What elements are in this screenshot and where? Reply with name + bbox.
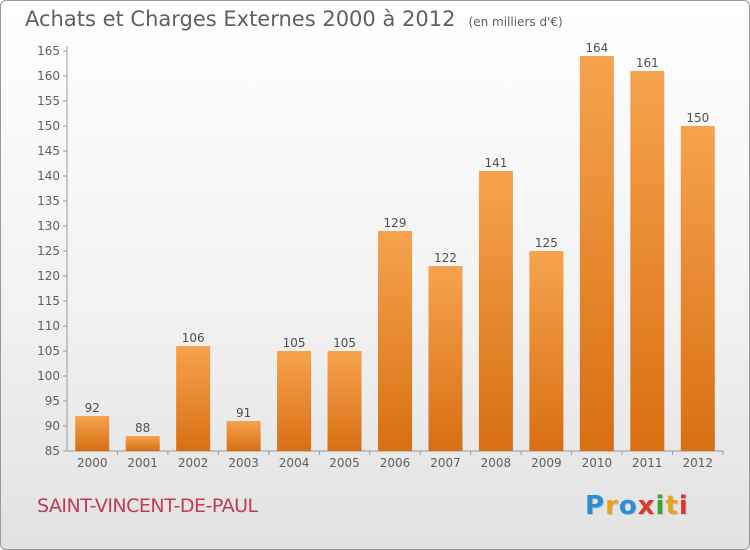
- x-tick-label: 2000: [77, 456, 108, 470]
- data-label: 141: [484, 156, 507, 170]
- bar: [277, 351, 312, 451]
- data-label: 105: [283, 336, 306, 350]
- bar: [428, 266, 463, 451]
- y-tick-label: 145: [37, 144, 60, 158]
- x-tick-label: 2010: [582, 456, 613, 470]
- y-tick-label: 155: [37, 94, 60, 108]
- unit-text: (en milliers d'€): [468, 15, 563, 29]
- logo-letter: r: [605, 491, 619, 521]
- bar: [478, 171, 513, 451]
- x-tick-label: 2012: [682, 456, 713, 470]
- y-tick-label: 140: [37, 169, 60, 183]
- y-tick-label: 100: [37, 369, 60, 383]
- y-tick-label: 120: [37, 269, 60, 283]
- bar: [630, 71, 665, 451]
- bar: [680, 126, 715, 451]
- data-label: 161: [636, 56, 659, 70]
- x-tick-label: 2005: [329, 456, 360, 470]
- y-tick-label: 115: [37, 294, 60, 308]
- data-label: 105: [333, 336, 356, 350]
- y-tick-label: 135: [37, 194, 60, 208]
- y-tick-label: 130: [37, 219, 60, 233]
- value-labels: 92 88 106 91 105 105 129 122 141 125 164 161 150: [85, 41, 710, 435]
- y-tick-label: 150: [37, 119, 60, 133]
- bar: [529, 251, 564, 451]
- bar: [378, 231, 412, 451]
- data-label: 88: [135, 421, 150, 435]
- data-label: 129: [384, 216, 407, 230]
- bar: [327, 351, 362, 451]
- y-tick-label: 90: [45, 419, 60, 433]
- data-label: 150: [686, 111, 709, 125]
- data-label: 122: [434, 251, 457, 265]
- bar: [176, 346, 211, 451]
- logo-letter: i: [678, 491, 689, 521]
- x-tick-label: 2002: [178, 456, 209, 470]
- x-tick-label: 2011: [632, 456, 663, 470]
- bars: [75, 56, 715, 451]
- x-tick-label: 2001: [127, 456, 158, 470]
- logo-letter: o: [618, 491, 638, 521]
- logo-letter: i: [655, 491, 666, 521]
- y-tick-label: 85: [45, 444, 60, 458]
- x-tick-label: 2008: [481, 456, 512, 470]
- logo-letter: P: [585, 491, 606, 521]
- x-tick-label: 2004: [279, 456, 310, 470]
- x-tick-label: 2006: [380, 456, 411, 470]
- commune-name: SAINT-VINCENT-DE-PAUL: [37, 495, 258, 517]
- y-tick-label: 125: [37, 244, 60, 258]
- chart-title: Achats et Charges Externes 2000 à 2012 (…: [25, 7, 563, 31]
- logo-letter: t: [665, 491, 679, 521]
- x-tick-label: 2003: [228, 456, 259, 470]
- data-label: 92: [85, 401, 100, 415]
- bar: [226, 421, 261, 451]
- y-tick-label: 110: [37, 319, 60, 333]
- data-label: 106: [182, 331, 205, 345]
- bar: [125, 436, 160, 451]
- y-tick-label: 160: [37, 69, 60, 83]
- data-label: 125: [535, 236, 558, 250]
- x-tick-label: 2009: [531, 456, 562, 470]
- data-label: 91: [236, 406, 251, 420]
- y-tick-label: 95: [45, 394, 60, 408]
- data-label: 164: [585, 41, 608, 55]
- y-tick-label: 165: [37, 44, 60, 58]
- x-tick-label: 2007: [430, 456, 461, 470]
- bar: [75, 416, 110, 451]
- title-text: Achats et Charges Externes 2000 à 2012: [25, 7, 456, 31]
- proxiti-logo: Proxiti: [585, 491, 689, 521]
- logo-letter: x: [637, 491, 656, 521]
- axes: 85 90 95 100 105 110 115 120 125 130 135 140 145 150 1…: [37, 44, 724, 470]
- y-tick-label: 105: [37, 344, 60, 358]
- bar: [579, 56, 614, 451]
